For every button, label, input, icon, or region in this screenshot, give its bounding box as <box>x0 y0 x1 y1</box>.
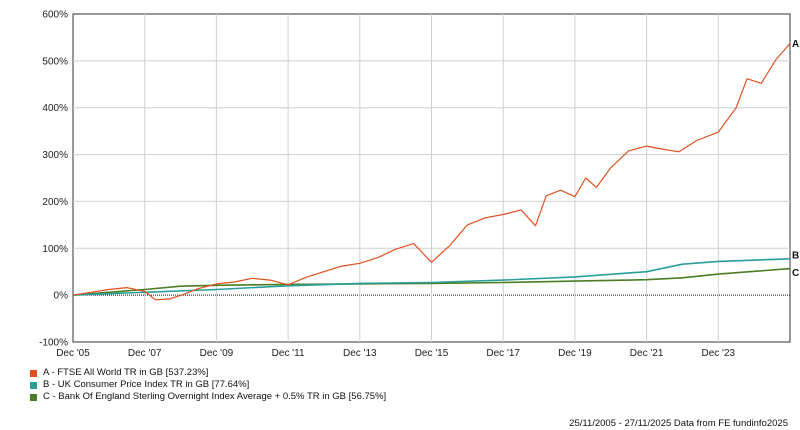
series-lines <box>72 43 791 301</box>
data-source-footer: 25/11/2005 - 27/11/2025 Data from FE fun… <box>569 418 788 429</box>
y-tick-label: 400% <box>42 103 68 114</box>
legend-swatch-a <box>30 369 37 377</box>
legend: A - FTSE All World TR in GB [537.23%] B … <box>30 367 386 403</box>
series-line-b <box>72 258 791 296</box>
y-tick-label: 100% <box>42 244 68 255</box>
x-tick-label: Dec '09 <box>200 348 234 359</box>
x-tick-label: Dec '07 <box>128 348 162 359</box>
legend-label-b: B - UK Consumer Price Index TR in GB [77… <box>43 379 250 390</box>
end-label-c: C <box>792 268 799 279</box>
x-tick-label: Dec '17 <box>486 348 520 359</box>
legend-label-c: C - Bank Of England Sterling Overnight I… <box>43 391 387 402</box>
legend-swatch-b <box>30 381 37 389</box>
grid <box>72 13 791 343</box>
series-line-c <box>72 267 791 296</box>
x-tick-label: Dec '11 <box>272 348 305 359</box>
end-label-a: A <box>792 39 799 50</box>
x-tick-label: Dec '15 <box>415 348 449 359</box>
y-tick-label: 300% <box>42 150 68 161</box>
x-tick-label: Dec '23 <box>702 348 736 359</box>
legend-swatch-c <box>30 393 37 401</box>
end-labels: A BC <box>792 39 799 279</box>
x-tick-label: Dec '13 <box>343 348 377 359</box>
legend-item-b: B - UK Consumer Price Index TR in GB [77… <box>30 379 386 391</box>
x-tick-label: Dec '05 <box>56 348 90 359</box>
y-tick-label: 500% <box>42 56 68 67</box>
x-tick-label: Dec '19 <box>558 348 592 359</box>
end-label-b: B <box>792 250 799 261</box>
y-tick-label: 600% <box>42 10 68 21</box>
axis-ticks: 600% 500% 400% 300% 200% 100% 0% -100%Dec '05 De… <box>39 10 735 360</box>
y-tick-label: 0% <box>54 291 69 302</box>
y-tick-label: 200% <box>42 197 68 208</box>
legend-label-a: A - FTSE All World TR in GB [537.23%] <box>43 367 209 378</box>
y-tick-label: -100% <box>39 338 68 349</box>
legend-item-a: A - FTSE All World TR in GB [537.23%] <box>30 367 386 379</box>
legend-item-c: C - Bank Of England Sterling Overnight I… <box>30 391 386 403</box>
x-tick-label: Dec '21 <box>630 348 664 359</box>
series-line-a <box>72 43 791 301</box>
